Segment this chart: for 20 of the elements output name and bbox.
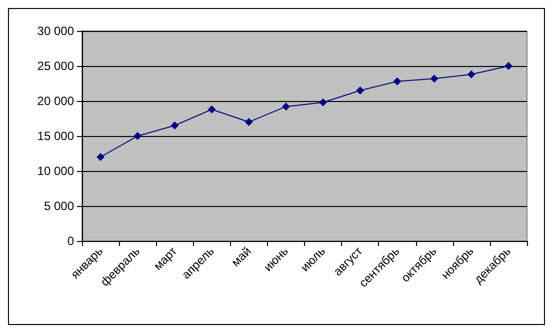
y-tick-label: 20 000 xyxy=(37,94,74,108)
point xyxy=(393,77,402,86)
y-tick-label: 10 000 xyxy=(37,164,74,178)
y-tick-label: 25 000 xyxy=(37,59,74,73)
x-tick-label: май xyxy=(228,244,254,270)
point xyxy=(430,74,438,83)
point xyxy=(467,70,476,78)
point xyxy=(244,118,253,126)
y-tick-label: 30 000 xyxy=(37,24,74,38)
point xyxy=(504,62,512,70)
y-tick-label: 5 000 xyxy=(44,199,74,213)
point xyxy=(96,153,105,161)
point xyxy=(282,102,290,111)
point xyxy=(134,132,142,140)
point xyxy=(170,122,179,130)
point xyxy=(356,86,364,94)
point xyxy=(208,105,216,114)
point xyxy=(319,98,328,106)
y-tick-label: 0 xyxy=(67,234,74,248)
y-tick-label: 15 000 xyxy=(37,129,74,143)
